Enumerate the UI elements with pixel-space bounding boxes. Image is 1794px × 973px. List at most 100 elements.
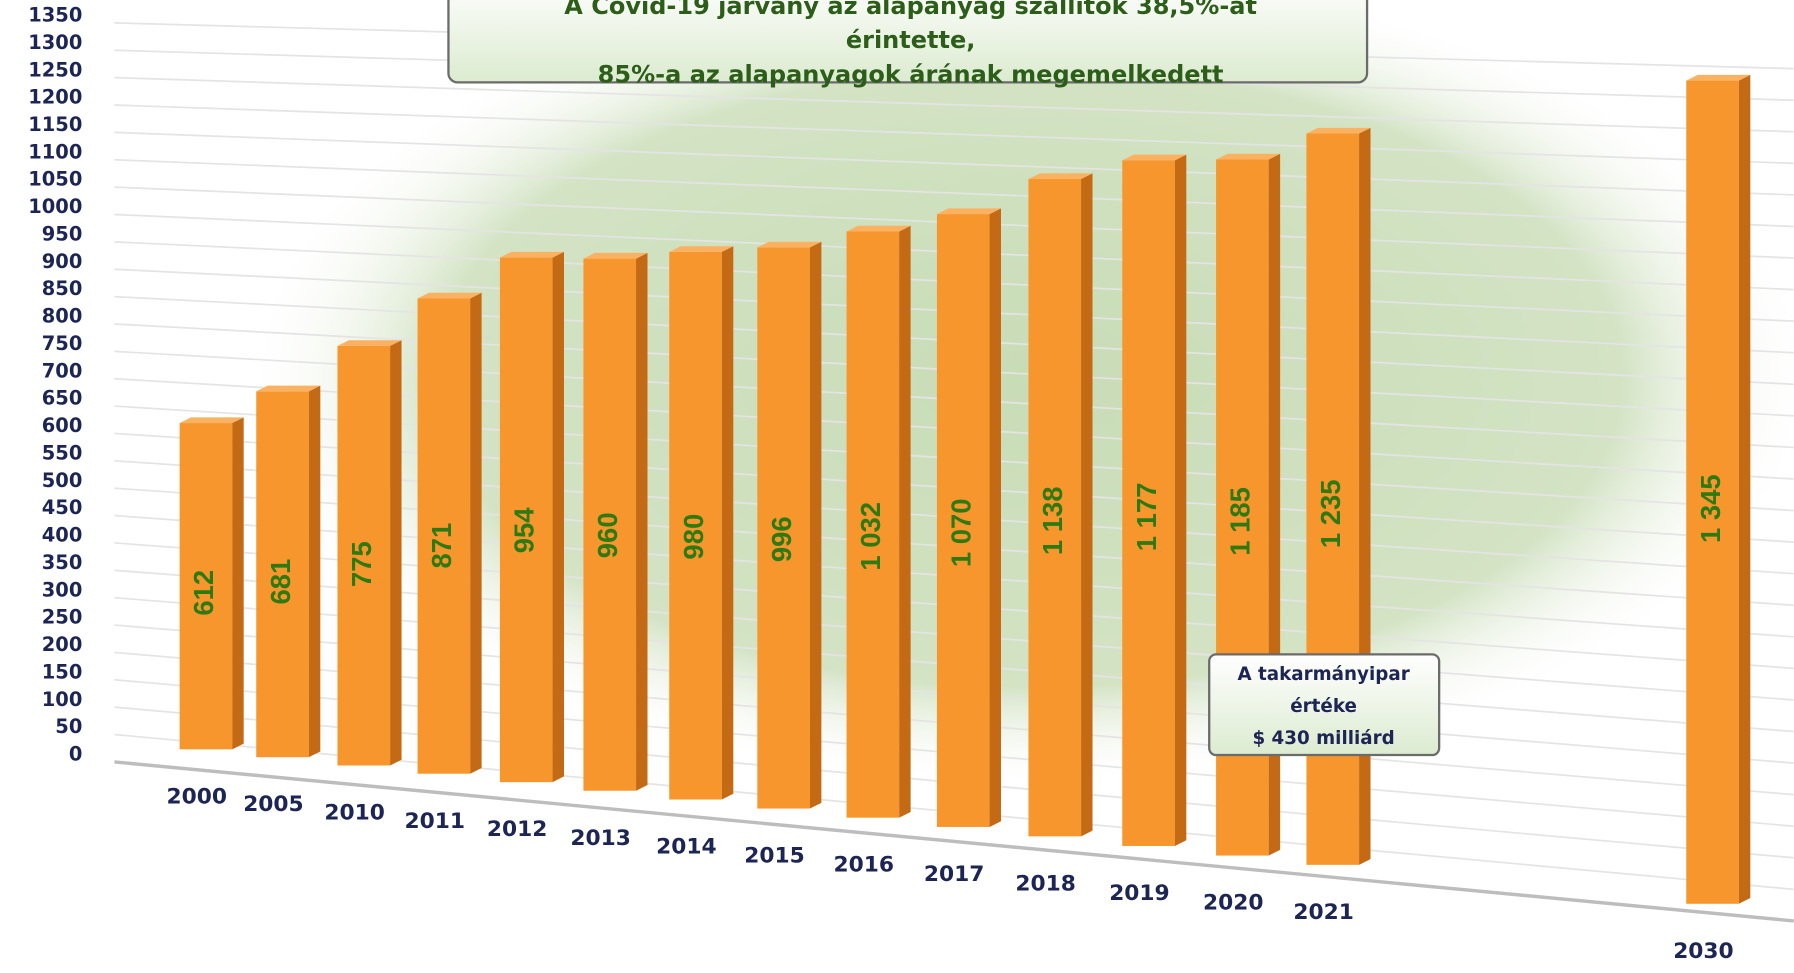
x-tick-label: 2014 (656, 835, 716, 860)
bar (1122, 160, 1175, 846)
bar-side (809, 241, 822, 809)
bar (337, 345, 391, 766)
y-tick-label: 800 (42, 305, 83, 328)
bar-top (1028, 173, 1093, 180)
bar-top (179, 417, 244, 424)
bar-side (552, 251, 564, 783)
grid-line (114, 76, 1794, 133)
x-tick-label: 2011 (404, 809, 464, 834)
value-label: 1 177 (1131, 483, 1162, 552)
y-tick-label: 1100 (28, 140, 82, 163)
x-tick-label: 2016 (833, 853, 893, 878)
bar-top (499, 251, 564, 258)
value-label: 954 (508, 507, 539, 554)
y-tick-label: 300 (42, 578, 83, 601)
x-tick-label: 2018 (1015, 871, 1075, 896)
value-label: 1 070 (945, 498, 976, 567)
y-tick-label: 250 (42, 606, 83, 629)
bar-side (470, 292, 482, 774)
y-tick-label: 150 (42, 660, 83, 683)
bar (936, 214, 990, 827)
bar-top (337, 340, 402, 346)
x-tick-label: 2019 (1109, 881, 1169, 906)
bar-top (417, 292, 482, 299)
bar-top (846, 225, 911, 232)
annotation-frame (1208, 653, 1441, 757)
bar-side (636, 252, 648, 791)
x-tick-label: 2017 (924, 862, 984, 887)
value-label: 681 (265, 559, 296, 605)
y-tick-label: 200 (42, 633, 83, 656)
bar-side (721, 246, 734, 800)
y-tick-label: 950 (42, 222, 83, 245)
grid-line (114, 131, 1794, 196)
annotation-text: 85%-a az alapanyagok árának megemelkedet… (598, 61, 1224, 89)
bar (1686, 80, 1739, 904)
bar-side (1738, 74, 1751, 904)
bar-top (256, 385, 321, 392)
bar (1028, 179, 1082, 837)
bar-top (583, 252, 648, 259)
y-tick-label: 400 (42, 524, 83, 547)
grid-line (114, 104, 1794, 165)
bar-top (1122, 154, 1187, 161)
bar-top (669, 246, 734, 252)
y-tick-label: 550 (42, 441, 83, 464)
annotation-box: A takarmányipar értéke $ 430 milliárd (1208, 653, 1441, 757)
bar-top (757, 241, 822, 248)
bar (583, 258, 637, 791)
bar (846, 231, 900, 818)
value-label: 612 (188, 570, 219, 616)
x-tick-label: 2021 (1293, 900, 1353, 925)
value-label: 1 345 (1695, 474, 1726, 543)
x-tick-label: 2012 (487, 817, 547, 842)
value-label: 1 235 (1315, 479, 1346, 548)
bar (179, 423, 233, 750)
bar-top (936, 208, 1002, 215)
value-label: 1 138 (1037, 487, 1068, 556)
x-tick-label: 2010 (324, 801, 384, 826)
annotation-frame (447, 0, 1369, 84)
annotation-box: A Covid-19 járvány az alapanyag szállító… (447, 0, 1369, 89)
y-tick-label: 750 (42, 332, 83, 355)
bar-side (390, 340, 402, 766)
bar-top (1686, 74, 1751, 81)
x-tick-label: 2015 (744, 844, 804, 869)
value-label: 871 (426, 523, 457, 569)
y-tick-label: 900 (42, 250, 83, 273)
x-tick-label: 2013 (570, 826, 630, 851)
y-tick-label: 1150 (28, 113, 82, 136)
value-label: 980 (678, 514, 709, 560)
plot: 0 50 100 150 200 250 300 350 400 450 500 550 600 650 7… (28, 0, 1794, 964)
bar (499, 257, 553, 783)
y-tick-label: 700 (42, 359, 83, 382)
grid-line (114, 158, 1794, 228)
bar-side (1081, 173, 1093, 837)
value-label: 1 032 (855, 502, 886, 571)
bars: 612 2000 681 2005 775 2010 871 2011 954 2012 960 20… (167, 74, 1751, 964)
annotation-text: A takarmányipar (1237, 664, 1409, 685)
bar-top (1306, 127, 1371, 134)
x-tick-label: 2005 (243, 792, 303, 817)
value-label: 996 (766, 516, 797, 562)
y-tick-label: 450 (42, 496, 83, 519)
y-tick-label: 100 (42, 688, 83, 711)
y-tick-label: 0 (69, 743, 83, 766)
annotation-text: A Covid-19 járvány az alapanyag szállító… (564, 0, 1257, 20)
grid-line (114, 760, 1794, 923)
y-tick-label: 1350 (28, 4, 82, 27)
y-tick-label: 350 (42, 551, 83, 574)
bar-side (308, 385, 321, 758)
y-tick-label: 50 (55, 715, 82, 738)
y-tick-label: 500 (42, 469, 83, 492)
x-tick-label: 2030 (1673, 939, 1733, 964)
value-label: 960 (592, 512, 623, 558)
y-tick-label: 1000 (28, 195, 82, 218)
y-tick-label: 1050 (28, 168, 82, 191)
x-tick-label: 2020 (1203, 891, 1263, 916)
y-tick-label: 850 (42, 277, 83, 300)
y-tick-label: 1300 (28, 31, 82, 54)
value-label: 1 185 (1225, 487, 1256, 556)
